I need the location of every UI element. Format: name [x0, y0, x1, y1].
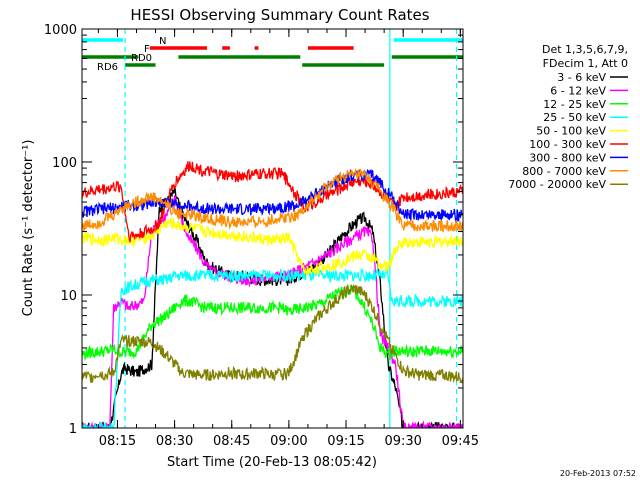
legend-label-3: 25 - 50 keV — [543, 111, 606, 124]
series-line-4 — [82, 217, 463, 277]
legend-label-8: 7000 - 20000 keV — [508, 178, 606, 191]
legend-label-1: 6 - 12 keV — [550, 84, 606, 97]
timestamp-footer: 20-Feb-2013 07:52 — [560, 469, 636, 478]
y-axis: 1 10 100 1000 — [44, 23, 463, 437]
flag-label-rd0: RD0 — [131, 53, 152, 64]
flag-label-rd6: RD6 — [97, 62, 118, 73]
flag-label-n: N — [159, 36, 166, 47]
instrument-flags — [82, 38, 463, 67]
x-axis: 08:15 08:30 08:45 09:00 09:15 09:30 09:45 — [97, 29, 479, 449]
x-tick-label: 08:45 — [213, 434, 250, 449]
x-tick-label: 09:45 — [442, 434, 479, 449]
series-lines — [82, 161, 463, 428]
y-tick-label: 100 — [52, 156, 77, 171]
y-axis-label: Count Rate (s⁻¹ detector⁻¹) — [21, 140, 36, 317]
chart-title: HESSI Observing Summary Count Rates — [130, 6, 429, 24]
flag-label-f: F — [144, 44, 150, 55]
x-tick-label: 09:30 — [384, 434, 421, 449]
legend-label-2: 12 - 25 keV — [543, 98, 606, 111]
x-tick-label: 08:15 — [99, 434, 136, 449]
plot-frame — [81, 28, 464, 429]
legend-label-7: 800 - 7000 keV — [522, 165, 606, 178]
legend-label-6: 300 - 800 keV — [529, 151, 606, 164]
series-line-3 — [82, 267, 463, 428]
series-line-1 — [82, 194, 463, 428]
y-tick-label: 1 — [69, 422, 77, 437]
series-line-7 — [82, 167, 463, 233]
marker-lines — [124, 29, 458, 428]
legend-label-5: 100 - 300 keV — [529, 138, 606, 151]
series-line-2 — [82, 284, 463, 361]
y-tick-label: 10 — [60, 289, 77, 304]
y-tick-label: 1000 — [44, 23, 77, 38]
series-line-8 — [82, 283, 463, 384]
x-tick-label: 08:30 — [156, 434, 193, 449]
legend-header-line-1: Det 1,3,5,6,7,9, — [542, 43, 628, 56]
legend: Det 1,3,5,6,7,9, FDecim 1, Att 0 3 - 6 k… — [508, 43, 628, 191]
legend-label-0: 3 - 6 keV — [557, 71, 606, 84]
legend-label-4: 50 - 100 keV — [536, 125, 606, 138]
legend-header-line-2: FDecim 1, Att 0 — [543, 57, 628, 70]
series-line-5 — [82, 161, 463, 244]
x-tick-label: 09:15 — [327, 434, 364, 449]
x-axis-label: Start Time (20-Feb-13 08:05:42) — [167, 455, 377, 470]
x-tick-label: 09:00 — [270, 434, 307, 449]
